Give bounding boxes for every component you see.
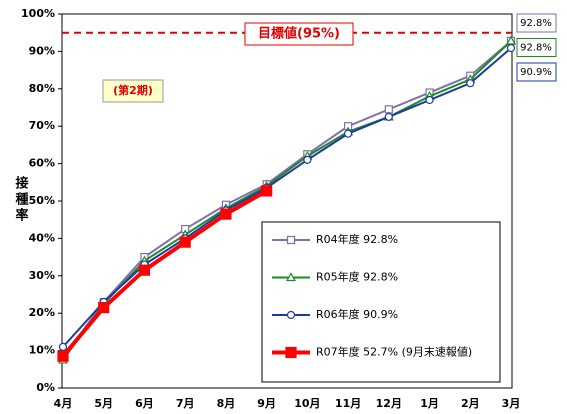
legend-marker — [285, 272, 297, 282]
data-point — [505, 35, 517, 45]
end-label-box — [516, 38, 557, 57]
legend-label: R05年度 92.8% — [316, 270, 398, 284]
series-line — [62, 40, 512, 359]
target-label: 目標値(95%) — [258, 26, 340, 42]
end-label: 90.9% — [520, 67, 552, 78]
annotation: (第2期) — [113, 83, 153, 97]
y-axis-label: 接種率 — [13, 175, 29, 224]
annotation-box — [102, 79, 164, 103]
legend-label: R07年度 52.7% (9月末速報値) — [316, 345, 472, 359]
legend-marker — [286, 310, 296, 320]
target-box — [244, 22, 354, 46]
x-tick-label: 10月 — [294, 397, 320, 410]
series-line — [61, 189, 268, 358]
data-point — [58, 342, 68, 351]
x-tick-label: 9月 — [257, 397, 276, 410]
end-label-box — [516, 13, 557, 33]
data-point — [384, 112, 393, 121]
data-point — [138, 264, 151, 276]
x-tick-label: 2月 — [461, 397, 480, 410]
y-tick-label: 60% — [29, 157, 55, 170]
y-tick-label: 0% — [36, 381, 55, 394]
y-tick-label: 30% — [29, 269, 55, 282]
legend-marker — [285, 346, 297, 359]
data-point — [57, 350, 69, 362]
data-point — [220, 208, 232, 220]
x-tick-label: 1月 — [420, 397, 439, 410]
x-tick-label: 12月 — [376, 397, 402, 410]
x-tick-label: 6月 — [135, 397, 154, 410]
data-point — [179, 236, 191, 248]
data-point — [425, 95, 434, 105]
series-line — [62, 40, 512, 361]
data-point — [343, 129, 353, 138]
y-tick-label: 10% — [29, 344, 55, 357]
y-tick-label: 20% — [29, 306, 55, 319]
y-tick-label: 50% — [29, 194, 55, 207]
x-tick-label: 5月 — [94, 397, 113, 410]
x-tick-label: 11月 — [335, 397, 361, 410]
y-tick-label: 90% — [29, 44, 55, 57]
data-point — [466, 79, 475, 88]
legend-marker — [286, 235, 296, 245]
x-tick-label: 3月 — [502, 397, 521, 410]
x-tick-label: 7月 — [176, 397, 195, 410]
end-label: 92.8% — [520, 43, 552, 54]
y-tick-label: 70% — [29, 119, 55, 132]
end-label: 92.8% — [520, 18, 552, 29]
legend-label: R06年度 90.9% — [316, 307, 398, 321]
legend-label: R04年度 92.8% — [316, 232, 398, 246]
x-tick-label: 4月 — [54, 397, 73, 410]
series-line — [62, 47, 512, 348]
y-tick-label: 40% — [29, 231, 55, 244]
data-point — [506, 43, 516, 53]
y-tick-label: 80% — [29, 82, 55, 95]
data-point — [303, 155, 312, 164]
data-point — [261, 185, 273, 197]
data-point — [98, 301, 110, 314]
end-label-box — [516, 62, 557, 82]
x-tick-label: 8月 — [217, 397, 236, 410]
y-tick-label: 100% — [21, 7, 55, 20]
legend — [261, 221, 501, 383]
